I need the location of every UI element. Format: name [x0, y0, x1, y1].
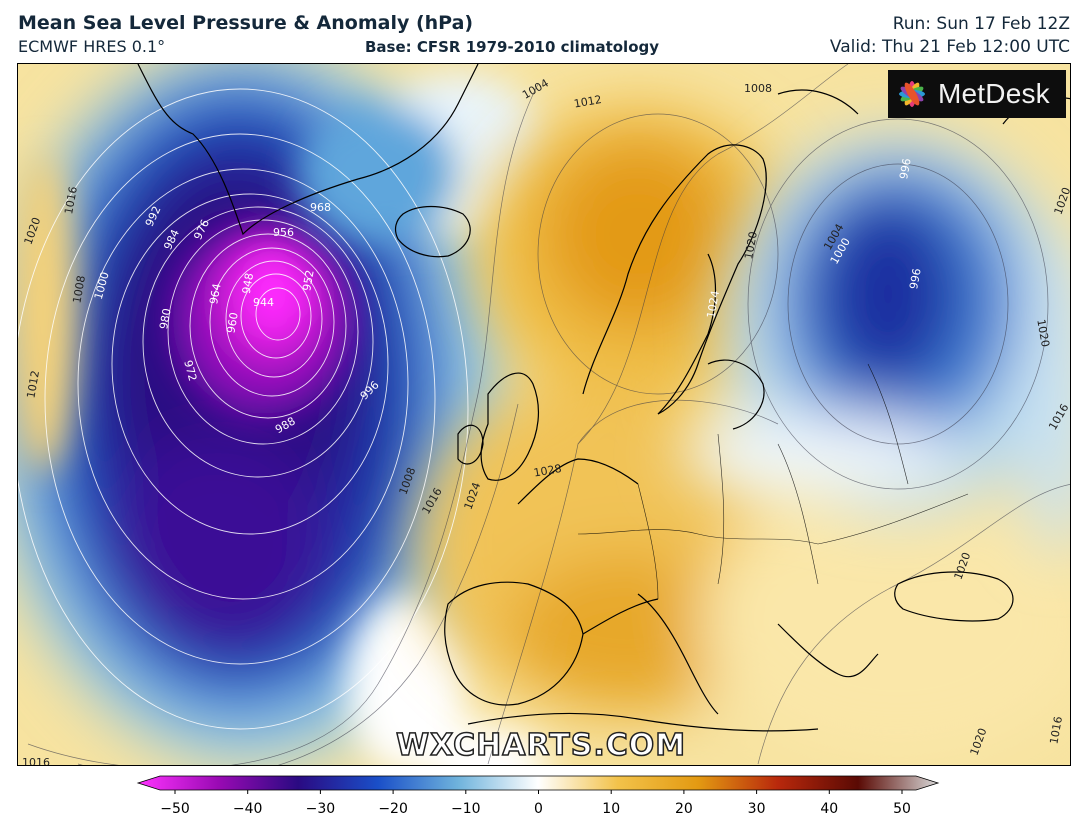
chart-title: Mean Sea Level Pressure & Anomaly (hPa): [18, 12, 474, 34]
isobar-label: 1016: [1047, 715, 1065, 745]
metdesk-logo: MetDesk: [888, 70, 1066, 118]
isobar-label: 964: [207, 282, 223, 305]
colorbar-tick-label: 20: [675, 801, 693, 817]
isobar-label: 968: [310, 201, 331, 214]
borders: [577, 363, 969, 600]
isobar-label: 956: [273, 226, 294, 239]
atlantic-isobars: [18, 88, 469, 730]
eastern-low-anomaly: [678, 134, 1070, 554]
colorbar-tick-label: 40: [820, 801, 838, 817]
isobar-label: 996: [907, 267, 923, 290]
colorbar-tick-label: −50: [160, 801, 190, 817]
colorbar-ticks: −50 −40 −30 −20 −10 0 10 20 30 40 50: [160, 790, 911, 817]
isobar-label: 1020: [742, 230, 760, 260]
transition-zone: [18, 74, 548, 765]
isobar-label: 960: [224, 311, 240, 334]
isobar-label: 1016: [62, 185, 80, 215]
colorbar-tick-label: 30: [748, 801, 766, 817]
isobar-labels: 944 948 952 956 960 964 968 972 976 980 …: [92, 201, 382, 436]
isobar-label: 948: [240, 272, 256, 295]
colorbar-tick-label: −20: [378, 801, 408, 817]
colorbar-tick-label: −30: [306, 801, 336, 817]
climatology-base: Base: CFSR 1979-2010 climatology: [365, 38, 660, 56]
map-canvas: 944 948 952 956 960 964 968 972 976 980 …: [18, 64, 1070, 766]
valid-time: Valid: Thu 21 Feb 12:00 UTC: [829, 37, 1070, 57]
low-center-anomaly: [173, 224, 353, 414]
isobar-label: 1020: [1034, 318, 1052, 348]
isobar-label: 1012: [573, 93, 603, 111]
coastlines: [137, 64, 1070, 732]
isobar-label: 1028: [533, 462, 563, 480]
isobar-label: 952: [300, 269, 316, 292]
colorbar-tick-label: −10: [451, 801, 481, 817]
colorbar: −50 −40 −30 −20 −10 0 10 20 30 40 50: [136, 775, 940, 817]
model-name: ECMWF HRES 0.1°: [18, 37, 166, 56]
colorbar-gradient: [136, 775, 940, 791]
pressure-anomaly-map[interactable]: 944 948 952 956 960 964 968 972 976 980 …: [17, 63, 1071, 766]
isobar-label: 1008: [744, 82, 772, 95]
logo-text: MetDesk: [938, 78, 1050, 109]
colorbar-tick-label: 0: [534, 801, 543, 817]
dark-isobars: [27, 64, 1070, 765]
isobar-label: 972: [181, 359, 199, 383]
isobar-label: 996: [897, 157, 913, 180]
isobar-label: 1012: [24, 369, 42, 399]
colorbar-tick-label: 50: [893, 801, 911, 817]
isobar-label: 1024: [704, 289, 722, 319]
metdesk-flower-icon: [899, 81, 925, 107]
run-time: Run: Sun 17 Feb 12Z: [892, 14, 1070, 34]
isobar-label: 944: [253, 296, 274, 309]
watermark: WXCHARTS.COM: [395, 727, 687, 764]
colorbar-tick-label: −40: [233, 801, 263, 817]
isobar-label: 1008: [70, 274, 88, 304]
isobar-label: 980: [157, 307, 173, 330]
colorbar-tick-label: 10: [602, 801, 620, 817]
isobar-label: 1016: [22, 756, 50, 766]
